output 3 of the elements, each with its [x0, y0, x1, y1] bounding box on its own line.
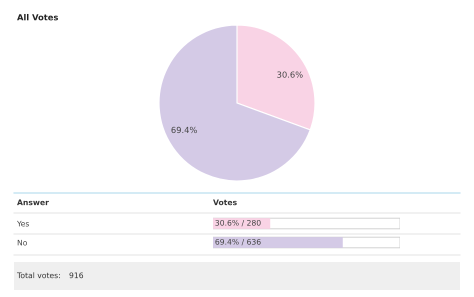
text: All Votes	[17, 14, 58, 20]
data-label: 30.6%	[277, 71, 303, 78]
data-label: 69.4%	[171, 126, 197, 134]
